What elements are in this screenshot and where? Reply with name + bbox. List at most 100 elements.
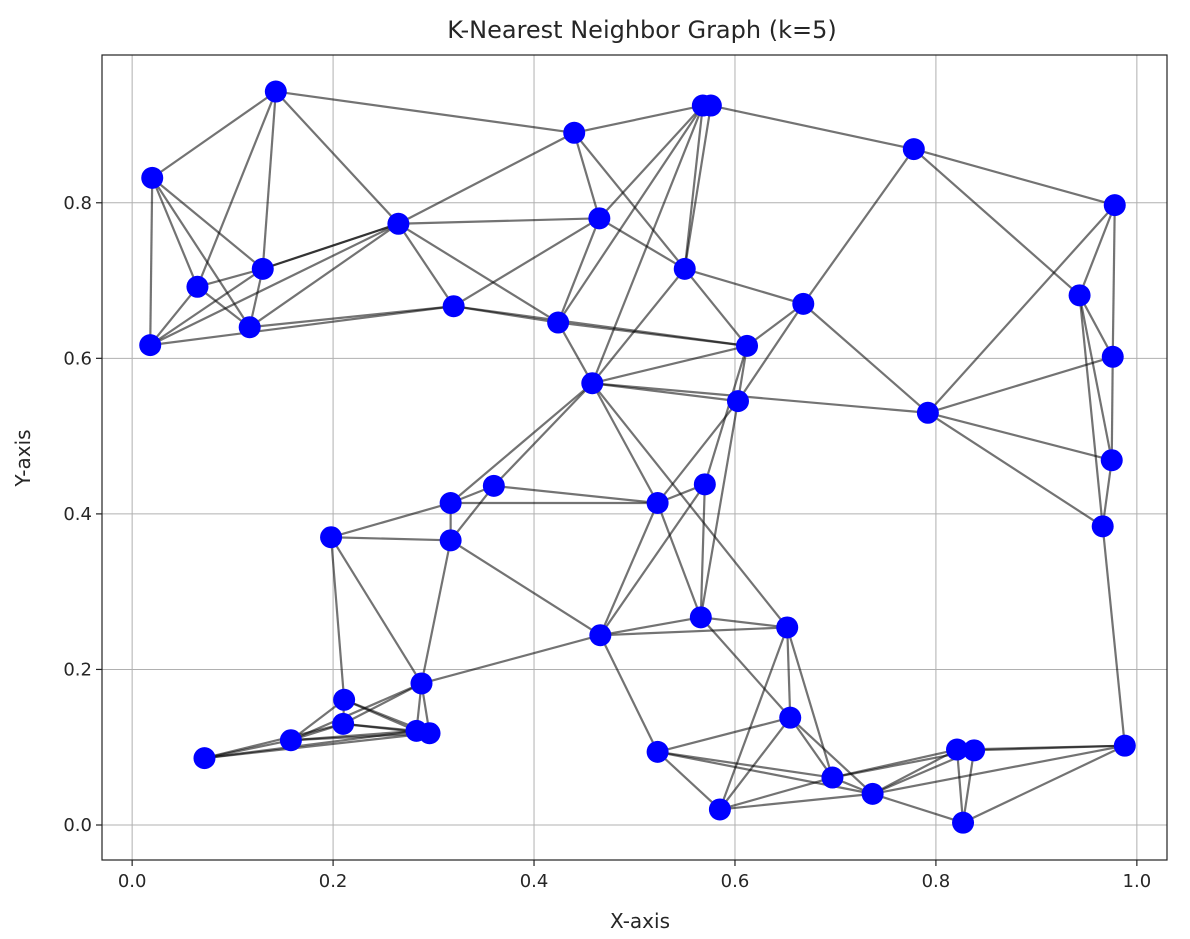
data-point — [439, 492, 462, 514]
graph-edge — [599, 502, 659, 636]
graph-edge — [872, 748, 958, 795]
graph-edge — [397, 223, 455, 307]
data-point — [581, 372, 604, 395]
graph-edge — [786, 627, 792, 718]
data-point — [1068, 284, 1091, 307]
x-axis-ticks: 0.0 0.2 0.4 0.6 0.8 1.0 — [118, 860, 1151, 892]
graph-edge — [196, 285, 251, 329]
data-point — [563, 121, 586, 144]
data-point — [332, 712, 355, 735]
graph-edge — [737, 303, 805, 402]
edge-lines — [149, 90, 1126, 824]
graph-edge — [449, 485, 495, 542]
graph-edge — [872, 744, 1126, 795]
graph-edge — [262, 222, 399, 270]
data-point — [482, 474, 505, 497]
chart-title: K-Nearest Neighbor Graph (k=5) — [447, 16, 836, 44]
graph-edge — [420, 540, 452, 684]
graph-edge — [961, 750, 976, 823]
graph-edge — [591, 382, 659, 504]
graph-edge — [600, 616, 702, 637]
graph-edge — [398, 217, 600, 225]
data-point — [952, 811, 975, 834]
graph-edge — [557, 104, 704, 324]
graph-edge — [275, 90, 400, 225]
graph-edge — [719, 792, 873, 811]
data-point — [821, 766, 844, 789]
graph-edge — [591, 268, 686, 384]
graph-edge — [927, 411, 1113, 462]
graph-edge — [802, 303, 929, 414]
graph-edge — [927, 355, 1114, 414]
data-point — [439, 529, 462, 552]
graph-edge — [151, 177, 251, 328]
data-point — [673, 257, 696, 280]
data-point — [320, 526, 343, 549]
y-tick-label: 0.2 — [63, 659, 92, 680]
y-tick-label: 0.8 — [63, 193, 92, 214]
graph-edge — [598, 217, 686, 270]
graph-edge — [656, 751, 721, 811]
graph-edge — [1101, 460, 1113, 527]
x-tick-label: 0.4 — [520, 871, 549, 892]
graph-edge — [204, 732, 430, 760]
graph-edge — [196, 91, 277, 288]
graph-edge — [656, 400, 739, 504]
graph-edge — [249, 222, 400, 329]
graph-edge — [204, 739, 292, 760]
data-point — [689, 606, 712, 629]
data-point — [708, 798, 731, 821]
data-point — [279, 729, 302, 752]
data-point — [141, 166, 164, 189]
data-point — [1091, 515, 1114, 538]
graph-edge — [573, 132, 686, 270]
graph-edge — [330, 501, 451, 539]
graph-edge — [789, 717, 834, 779]
data-point — [418, 722, 441, 745]
data-point — [963, 739, 986, 762]
data-point — [1103, 194, 1126, 217]
data-point — [387, 212, 410, 235]
graph-edge — [573, 104, 704, 134]
graph-edge — [683, 105, 704, 270]
graph-edge — [1111, 205, 1116, 357]
x-tick-label: 0.6 — [721, 871, 750, 892]
x-tick-label: 0.8 — [922, 871, 951, 892]
data-point — [861, 782, 884, 805]
graph-edge — [149, 286, 199, 346]
graph-edge — [927, 411, 1104, 528]
graph-edge — [453, 217, 600, 308]
graph-edge — [683, 268, 748, 347]
graph-edge — [558, 321, 748, 347]
data-point — [726, 390, 749, 413]
graph-edge — [699, 484, 706, 618]
data-point — [1100, 449, 1123, 472]
graph-edge — [974, 744, 1125, 752]
data-point — [1113, 734, 1136, 757]
graph-edge — [718, 627, 789, 810]
graph-edge — [913, 148, 1081, 297]
graph-edge — [598, 104, 704, 220]
data-point — [238, 316, 261, 339]
graph-edge — [1078, 294, 1114, 358]
graph-edge — [275, 90, 575, 134]
graph-edge — [261, 91, 277, 269]
graph-edge — [450, 539, 601, 637]
graph-edge — [1110, 356, 1114, 461]
graph-edge — [656, 502, 702, 618]
graph-edge — [592, 344, 748, 385]
graph-edge — [684, 267, 804, 305]
data-point — [442, 295, 465, 318]
data-point — [547, 311, 570, 334]
plot-frame — [101, 54, 1168, 861]
data-points — [139, 80, 1136, 834]
graph-edge — [600, 626, 788, 637]
data-point — [792, 292, 815, 315]
graph-edge — [557, 217, 601, 323]
data-point — [410, 672, 433, 695]
graph-edge — [1101, 526, 1126, 746]
data-point — [776, 616, 799, 639]
graph-edge — [573, 132, 601, 219]
graph-edge — [397, 131, 575, 225]
graph-edge — [149, 177, 154, 346]
